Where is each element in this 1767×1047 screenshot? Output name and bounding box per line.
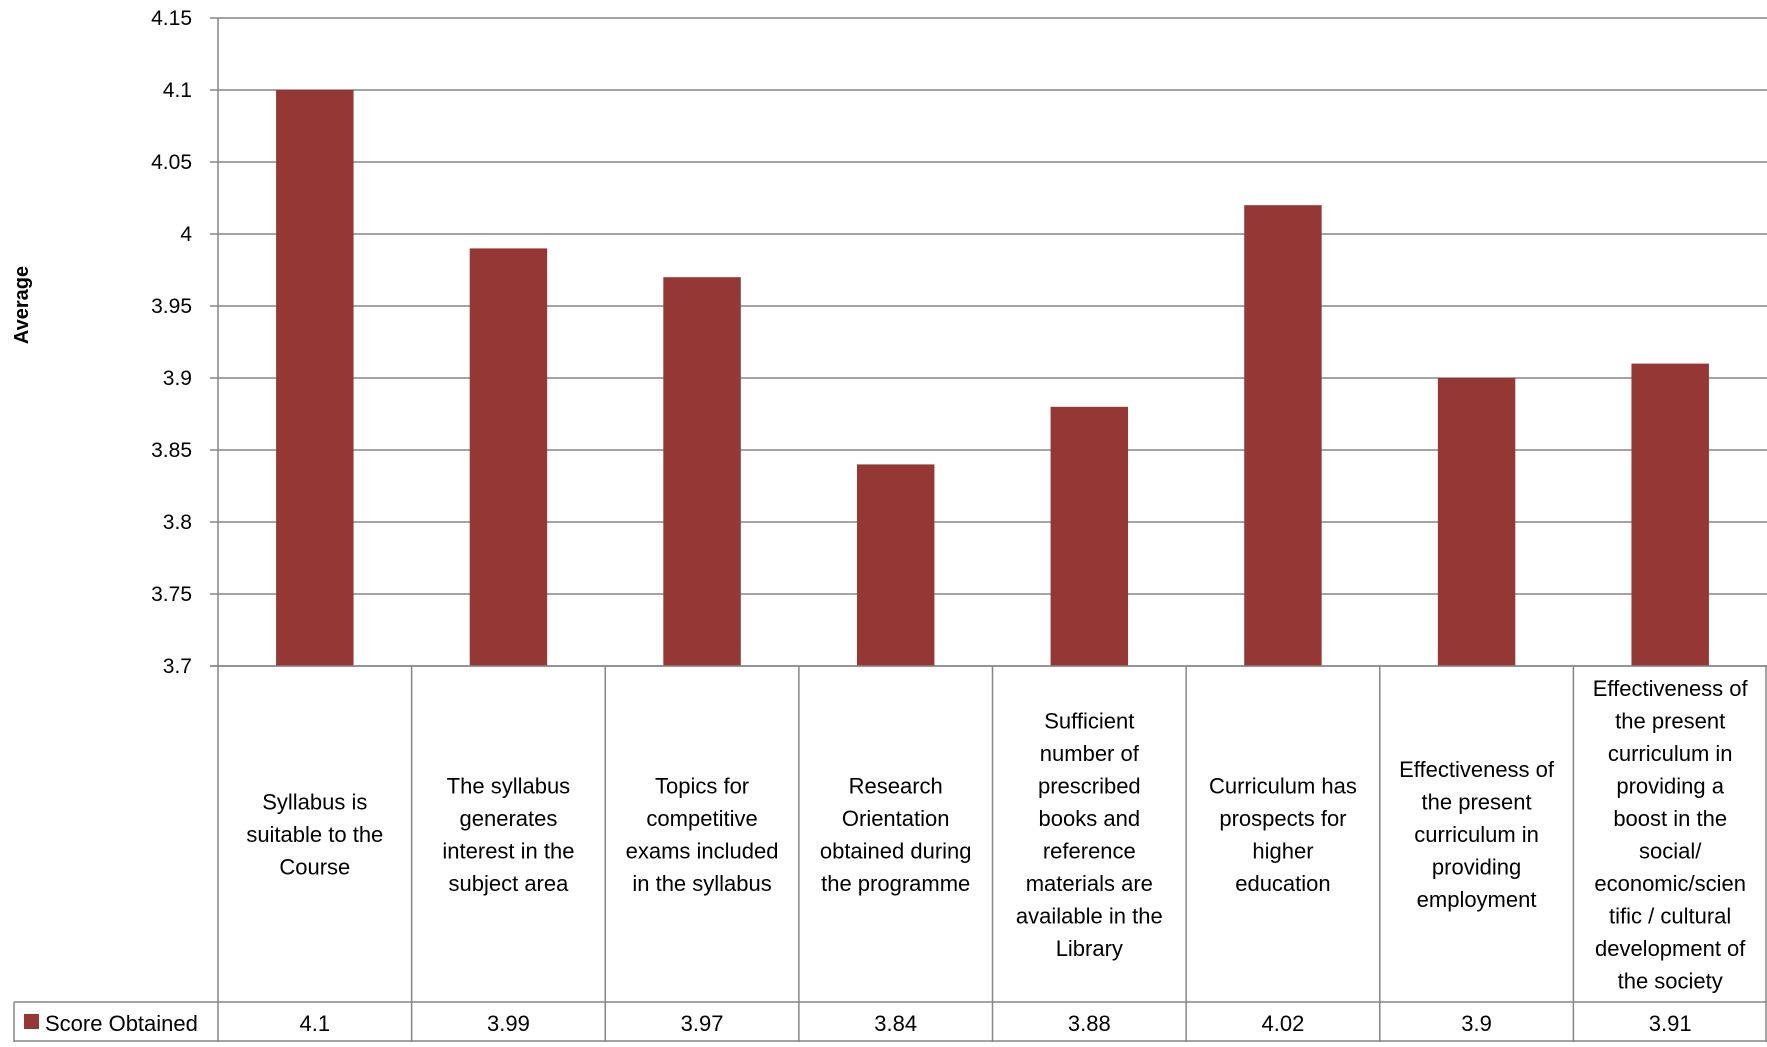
category-label-line: number of <box>1040 741 1140 766</box>
category-label-line: Curriculum has <box>1209 773 1357 798</box>
category-label-line: prescribed <box>1038 773 1141 798</box>
category-label-line: tific / cultural <box>1609 903 1731 928</box>
legend-label: Score Obtained <box>45 1011 198 1036</box>
category-label-line: in the syllabus <box>632 871 771 896</box>
bar <box>1050 406 1129 666</box>
category-label: Effectiveness of the present curriculum in… <box>1399 757 1555 912</box>
bar <box>1437 378 1516 666</box>
category-label-line: materials are <box>1026 871 1153 896</box>
category-label-line: Course <box>279 855 350 880</box>
y-tick-label: 3.8 <box>163 511 192 534</box>
y-tick-label: 4 <box>180 223 192 246</box>
y-tick-labels: 3.7 3.75 3.8 3.85 3.9 3.95 4 4.05 4.1 4.15 <box>151 7 192 678</box>
category-label-line: Topics for <box>655 773 749 798</box>
category-label: Syllabus is suitable to the Course <box>246 790 383 880</box>
category-label-line: available in the <box>1016 903 1163 928</box>
category-label: Research Orientation obtained during the pr… <box>820 773 972 896</box>
y-tick-label: 3.9 <box>163 367 192 390</box>
data-label: 3.9 <box>1461 1011 1492 1036</box>
category-label-line: reference <box>1043 838 1136 863</box>
category-label-line: Orientation <box>842 806 950 831</box>
bar <box>276 90 354 666</box>
category-label-line: competitive <box>646 806 757 831</box>
bar <box>856 464 935 666</box>
category-label-line: books and <box>1039 806 1141 831</box>
axes <box>210 17 1767 1042</box>
category-label-line: education <box>1235 871 1330 896</box>
data-label: 3.88 <box>1068 1011 1111 1036</box>
bars <box>276 90 1709 666</box>
category-label-line: exams included <box>626 838 779 863</box>
category-label-line: employment <box>1417 887 1537 912</box>
y-tick-label: 3.95 <box>151 295 192 318</box>
category-label: Topics for competitive exams included in th… <box>626 773 779 896</box>
bar <box>1244 205 1322 666</box>
category-label-line: higher <box>1252 838 1313 863</box>
category-label-line: suitable to the <box>246 822 383 847</box>
category-label-line: providing <box>1432 855 1521 880</box>
category-label-line: Research <box>849 773 943 798</box>
category-label-line: generates <box>460 806 558 831</box>
y-tick-label: 4.1 <box>163 79 192 102</box>
category-label-line: The syllabus <box>447 773 571 798</box>
category-label-line: interest in the <box>442 838 574 863</box>
y-tick-label: 4.05 <box>151 151 192 174</box>
category-labels: Syllabus is suitable to the Course The syll… <box>246 676 1748 994</box>
category-label-line: economic/scien <box>1594 871 1746 896</box>
category-label-line: prospects for <box>1219 806 1346 831</box>
category-label-line: the present <box>1422 790 1532 815</box>
data-label: 3.91 <box>1649 1011 1692 1036</box>
category-label-line: Sufficient <box>1044 708 1134 733</box>
bar <box>663 277 741 666</box>
category-label-line: obtained during <box>820 838 972 863</box>
category-label-line: providing a <box>1616 773 1724 798</box>
legend-swatch <box>24 1014 39 1029</box>
category-label: Effectiveness of the present curriculum in… <box>1593 676 1749 994</box>
category-label-line: the programme <box>821 871 970 896</box>
y-tick-label: 3.85 <box>151 439 192 462</box>
category-label-line: Effectiveness of <box>1399 757 1555 782</box>
y-tick-label: 3.75 <box>151 583 192 606</box>
category-label-line: the society <box>1618 968 1723 993</box>
data-table-values: 4.1 3.99 3.97 3.84 3.88 4.02 3.9 3.91 <box>300 1011 1692 1036</box>
category-label-line: boost in the <box>1613 806 1727 831</box>
y-axis-title: Average <box>11 266 33 344</box>
y-tick-label: 3.7 <box>163 655 192 678</box>
category-label-line: subject area <box>449 871 570 896</box>
data-label: 3.84 <box>874 1011 917 1036</box>
category-label-line: curriculum in <box>1414 822 1539 847</box>
category-label: Curriculum has prospects for higher educati… <box>1209 773 1357 896</box>
category-label: Sufficient number of prescribed books and re… <box>1016 708 1163 961</box>
category-label-line: the present <box>1615 708 1725 733</box>
data-label: 3.99 <box>487 1011 530 1036</box>
category-label-line: curriculum in <box>1608 741 1733 766</box>
data-label: 4.1 <box>300 1011 331 1036</box>
category-label-line: Syllabus is <box>262 790 367 815</box>
data-table <box>13 666 1767 1042</box>
category-label-line: Library <box>1056 936 1123 961</box>
category-label-line: Effectiveness of <box>1593 676 1749 701</box>
data-label: 3.97 <box>681 1011 724 1036</box>
category-label: The syllabus generates interest in the subj… <box>442 773 574 896</box>
bar <box>469 248 548 666</box>
y-tick-label: 4.15 <box>151 7 192 30</box>
bar <box>1631 363 1709 666</box>
category-label-line: development of <box>1595 936 1746 961</box>
category-label-line: social/ <box>1639 838 1702 863</box>
data-label: 4.02 <box>1262 1011 1305 1036</box>
gridlines <box>218 17 1767 667</box>
legend: Score Obtained <box>24 1011 198 1036</box>
